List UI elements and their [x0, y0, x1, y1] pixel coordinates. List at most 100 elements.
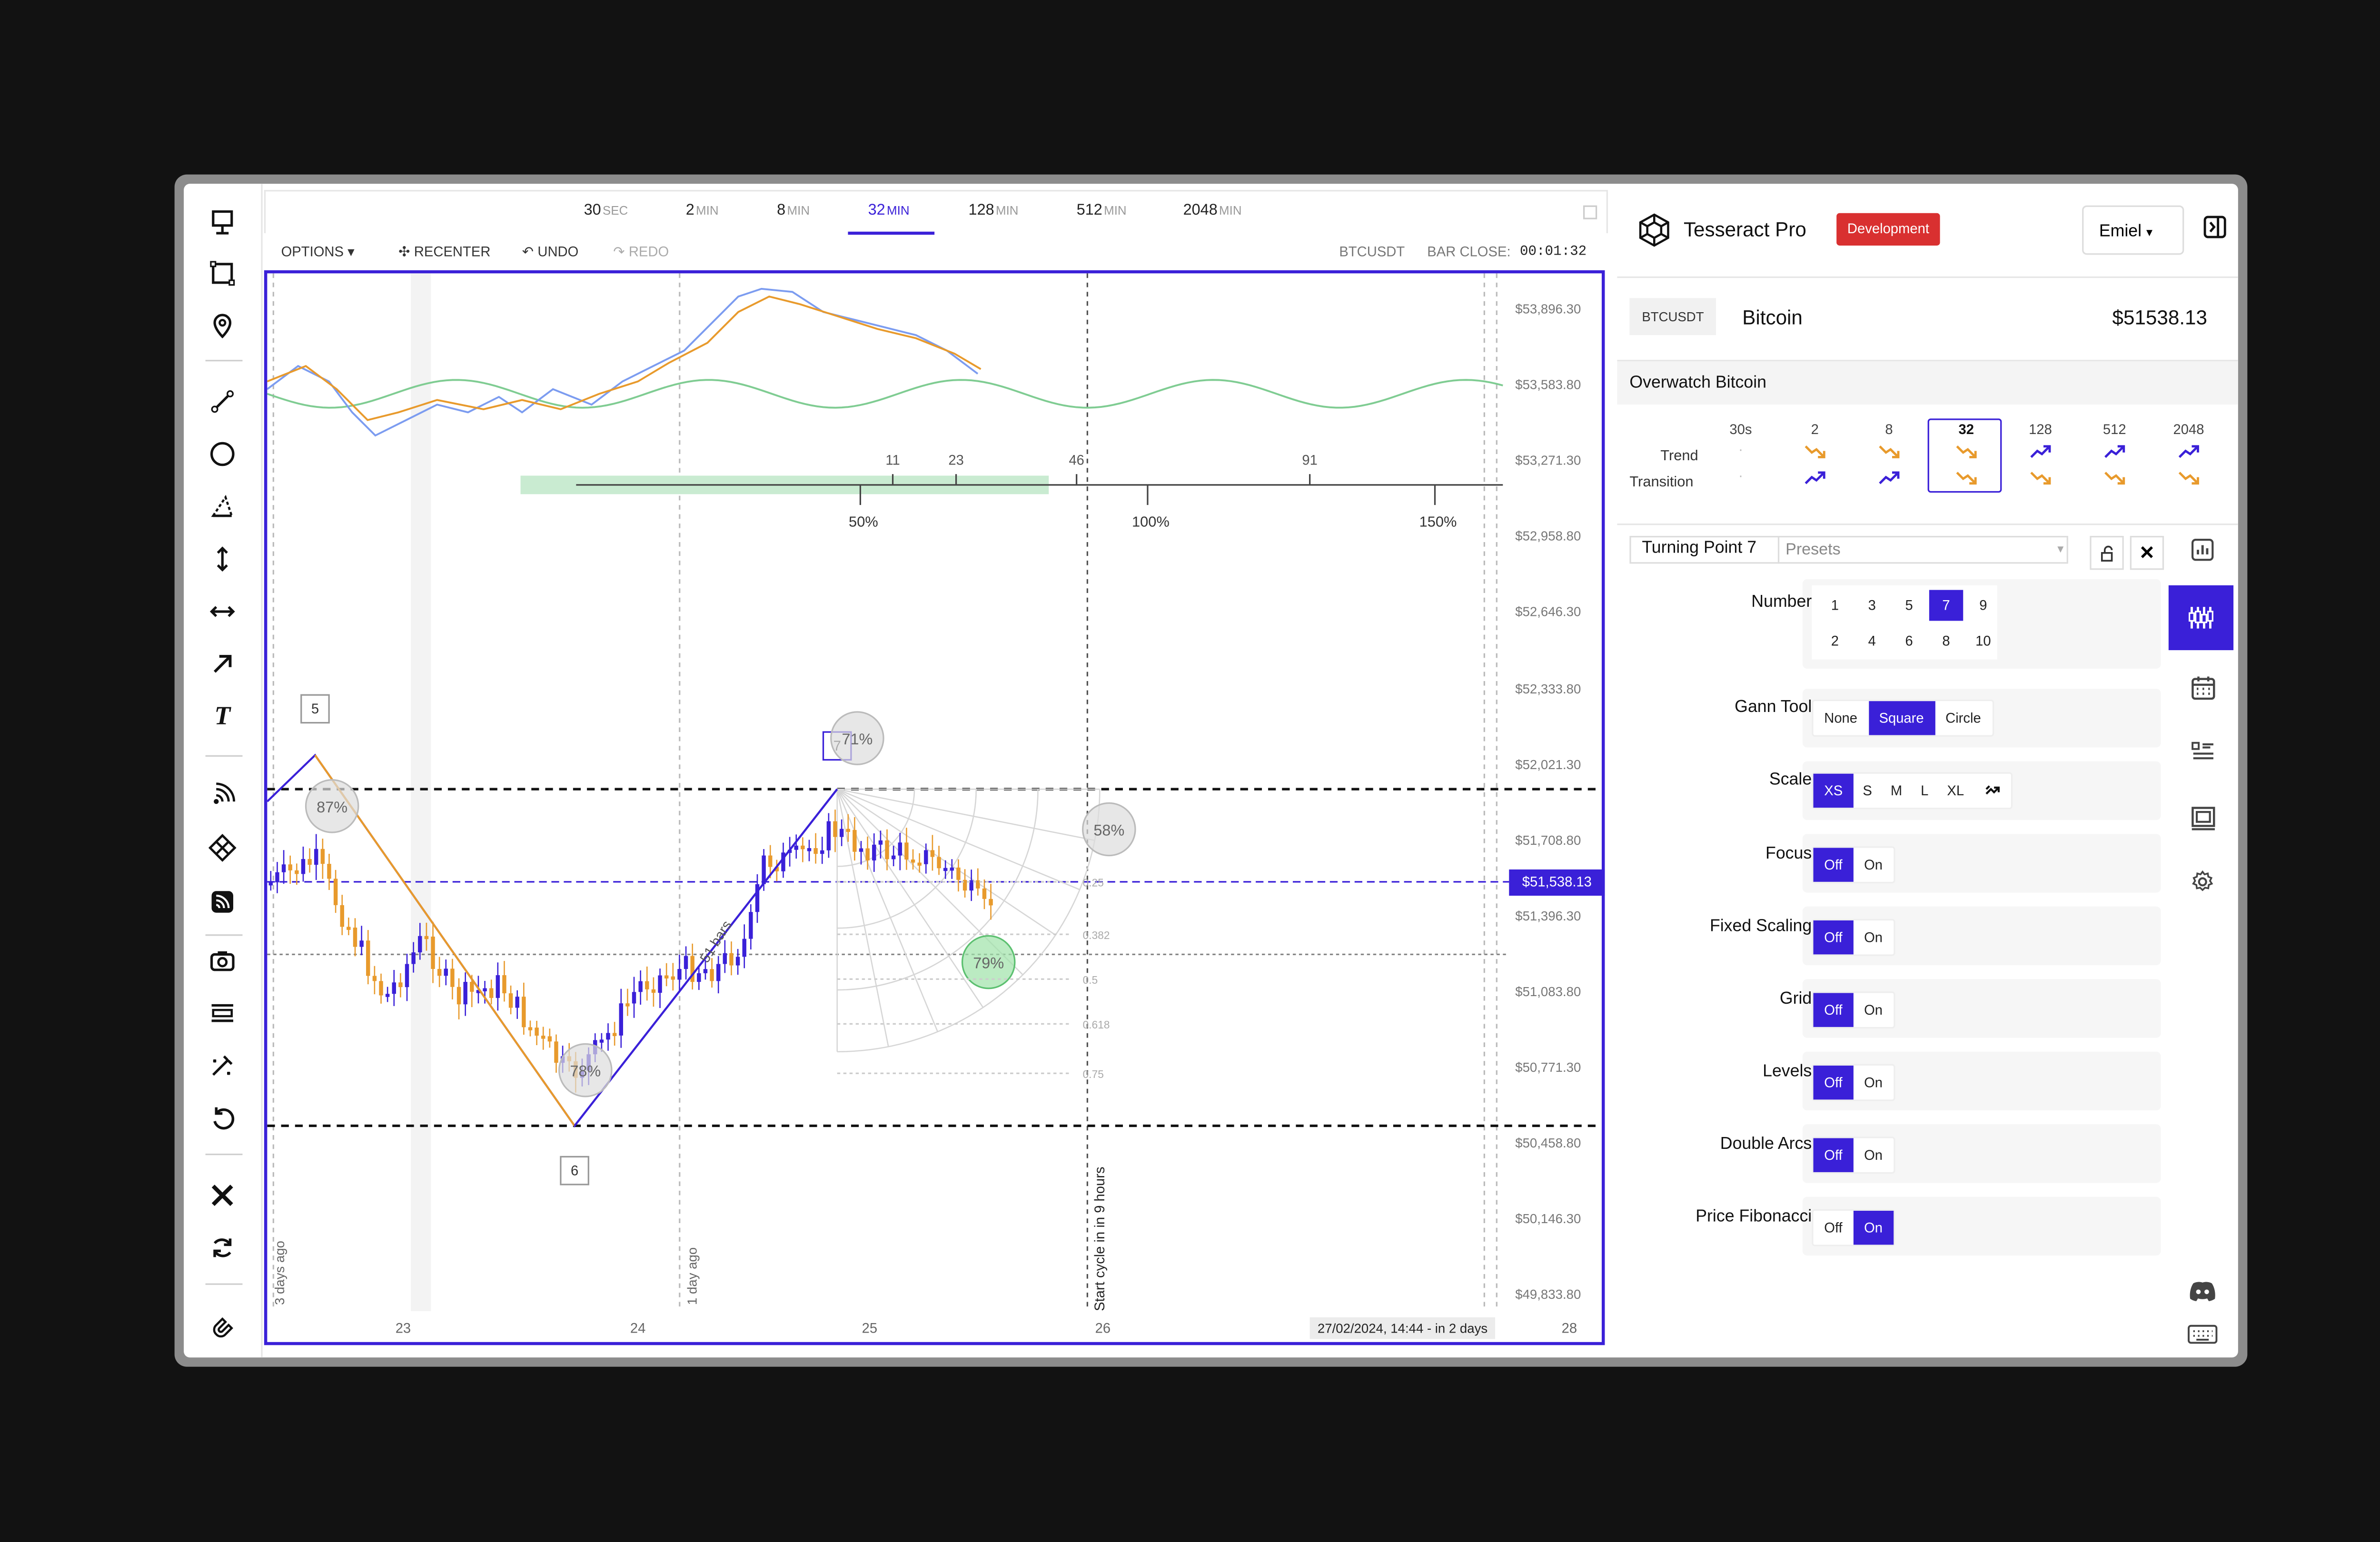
number-option[interactable]: 7: [1929, 590, 1964, 621]
double_arcs-on[interactable]: On: [1864, 1147, 1883, 1163]
number-option[interactable]: 8: [1942, 633, 1950, 649]
calendar-icon[interactable]: [2186, 670, 2220, 704]
tf-30sec[interactable]: 30 SEC: [584, 202, 628, 219]
sync-icon[interactable]: [202, 1228, 242, 1268]
candle: [930, 850, 935, 857]
horizontal-measure-icon[interactable]: [202, 592, 242, 632]
levels-on[interactable]: On: [1864, 1075, 1883, 1090]
circle-tool-icon[interactable]: [202, 434, 242, 474]
collapse-panel-icon[interactable]: [2202, 215, 2227, 239]
number-option[interactable]: 2: [1831, 633, 1839, 649]
overwatch-selected-32[interactable]: [1927, 418, 2002, 493]
grid-on[interactable]: On: [1864, 1002, 1883, 1018]
fixed_scaling-off[interactable]: Off: [1813, 920, 1854, 955]
right-panel: Tesseract Pro Development Emiel ▾ BTCUSD…: [1617, 184, 2238, 1357]
price_fib-on[interactable]: On: [1853, 1211, 1894, 1245]
trend-line-icon[interactable]: [202, 381, 242, 421]
bar-chart-icon[interactable]: [2186, 533, 2220, 566]
delete-all-icon[interactable]: [202, 1175, 242, 1215]
asset-name: Bitcoin: [1742, 306, 1803, 329]
candle: [340, 905, 344, 927]
scale-s[interactable]: S: [1863, 783, 1872, 799]
redo-button[interactable]: ↷ REDO: [613, 244, 669, 260]
angle-tool-icon[interactable]: [202, 486, 242, 526]
candle: [431, 936, 435, 969]
scale-m[interactable]: M: [1890, 783, 1903, 799]
overwatch-transition-down-icon: [2165, 469, 2211, 489]
magic-pen-icon[interactable]: [202, 1046, 242, 1086]
tf-128min[interactable]: 128 MIN: [968, 202, 1019, 219]
number-option[interactable]: 6: [1905, 633, 1913, 649]
fibonacci-arc-icon[interactable]: [202, 882, 242, 922]
number-option[interactable]: 1: [1831, 597, 1839, 613]
settings-gear-icon[interactable]: [2186, 865, 2220, 899]
focus-on[interactable]: On: [1864, 857, 1883, 873]
tf-512min[interactable]: 512 MIN: [1076, 202, 1127, 219]
candle: [762, 855, 766, 884]
grid-off[interactable]: Off: [1813, 993, 1854, 1027]
camera-icon[interactable]: [202, 940, 242, 980]
undo-history-icon[interactable]: [202, 1098, 242, 1138]
signal-waves-icon[interactable]: [202, 775, 242, 815]
tf-2min[interactable]: 2 MIN: [685, 202, 719, 219]
focus-off[interactable]: Off: [1813, 848, 1854, 882]
discord-icon[interactable]: [2186, 1274, 2220, 1308]
tf-32min[interactable]: 32 MIN: [868, 202, 910, 219]
options-dropdown[interactable]: OPTIONS ▾: [281, 244, 355, 260]
user-menu[interactable]: Emiel ▾: [2082, 205, 2184, 255]
overwatch-col-label: 32: [1958, 421, 1974, 437]
arrow-tool-icon[interactable]: [202, 644, 242, 684]
indicators-icon[interactable]: [2168, 585, 2234, 651]
location-pin-icon[interactable]: [202, 306, 242, 346]
ruler-icon[interactable]: [202, 993, 242, 1033]
list-icon[interactable]: [2186, 735, 2220, 769]
number-option[interactable]: 9: [1979, 597, 1987, 613]
text-tool-icon[interactable]: T: [214, 701, 231, 731]
rectangle-tool-icon[interactable]: [202, 253, 242, 293]
screen-frame-icon[interactable]: [2186, 800, 2220, 834]
number-option[interactable]: 10: [1975, 633, 1991, 649]
number-option[interactable]: 4: [1868, 633, 1876, 649]
candle: [690, 956, 694, 982]
candle: [716, 964, 721, 981]
candle: [275, 872, 279, 882]
gann-square[interactable]: Square: [1868, 701, 1935, 735]
number-option[interactable]: 3: [1868, 597, 1876, 613]
scale-xl[interactable]: XL: [1947, 783, 1964, 799]
keyboard-icon[interactable]: [2186, 1317, 2220, 1351]
vertical-measure-icon[interactable]: [202, 539, 242, 579]
gann-segment: None Square Circle: [1812, 699, 1993, 737]
turning-point-marker[interactable]: [300, 694, 330, 724]
scale-xs[interactable]: XS: [1813, 773, 1854, 808]
tool-selector[interactable]: [1629, 535, 2068, 564]
date-tick: 25: [862, 1320, 878, 1336]
undo-button[interactable]: ↶ UNDO: [522, 244, 579, 260]
close-tool-icon[interactable]: ✕: [2130, 535, 2164, 570]
levels-off[interactable]: Off: [1813, 1065, 1854, 1100]
number-option[interactable]: 5: [1905, 597, 1913, 613]
gann-none[interactable]: None: [1824, 710, 1858, 726]
tf-8min[interactable]: 8 MIN: [777, 202, 810, 219]
unlock-icon[interactable]: [2090, 535, 2124, 570]
candle: [865, 848, 870, 860]
recenter-button[interactable]: ✣ RECENTER: [398, 244, 491, 260]
turning-point-marker[interactable]: [560, 1156, 589, 1186]
presets-select[interactable]: Presets: [1785, 540, 1841, 559]
price_fib-off[interactable]: Off: [1824, 1220, 1843, 1236]
gann-circle[interactable]: Circle: [1945, 710, 1981, 726]
maximize-icon[interactable]: [1583, 205, 1597, 219]
bar-close-countdown: 00:01:32: [1519, 244, 1587, 260]
grid-diamond-icon[interactable]: [202, 828, 242, 868]
fib-level-label: 0.75: [1083, 1068, 1104, 1080]
candle: [911, 860, 915, 863]
auto-scale-icon[interactable]: [1973, 774, 2011, 808]
candle: [723, 953, 727, 964]
presentation-icon[interactable]: [202, 202, 242, 242]
fixed_scaling-on[interactable]: On: [1864, 929, 1883, 945]
tf-2048min[interactable]: 2048 MIN: [1183, 202, 1242, 219]
double_arcs-off[interactable]: Off: [1813, 1138, 1854, 1172]
scale-l[interactable]: L: [1921, 783, 1929, 799]
magnet-icon[interactable]: [202, 1308, 242, 1348]
fixed_scaling-toggle: Off On: [1812, 919, 1895, 956]
